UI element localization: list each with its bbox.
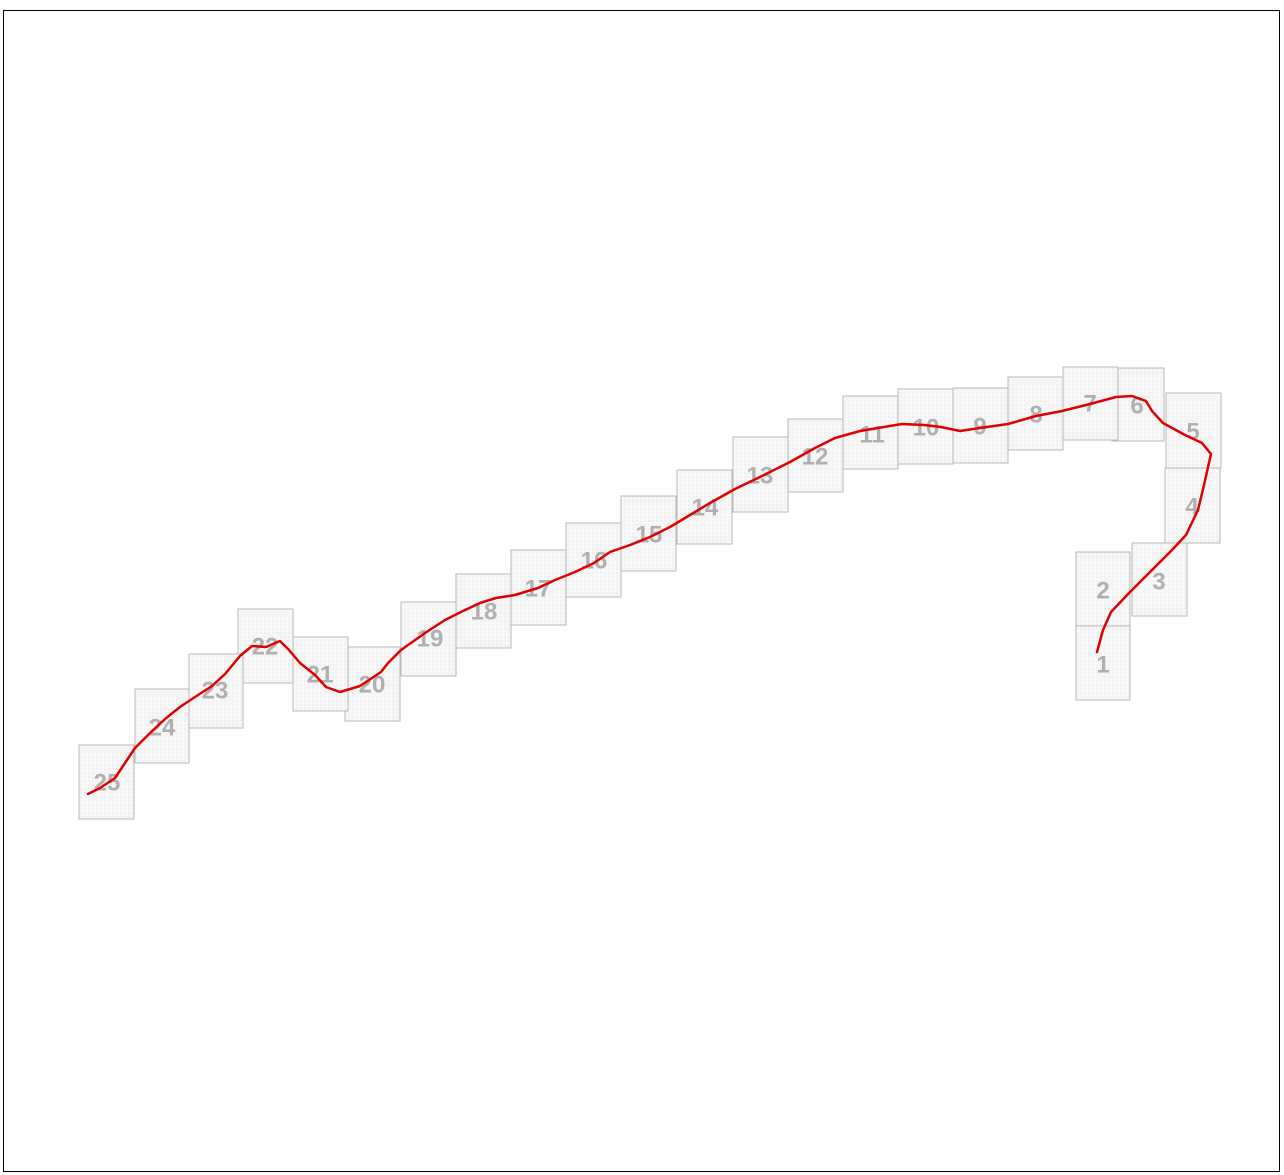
tile-box: [676, 469, 733, 545]
tile-label: 10: [913, 414, 940, 441]
tile-label: 15: [636, 521, 663, 548]
tile-21: [292, 636, 349, 712]
tile-label: 5: [1186, 418, 1199, 445]
tile-box: [787, 418, 844, 493]
tile-12: [787, 418, 844, 493]
tile-box: [292, 636, 349, 712]
tile-box: [134, 688, 190, 764]
tile-box: [1164, 467, 1221, 544]
tile-label: 11: [859, 421, 884, 448]
track-layer: [86, 394, 1213, 796]
tile-label: 2: [1096, 577, 1109, 604]
tile-4: [1164, 467, 1221, 544]
tile-box: [78, 744, 135, 820]
tile-box: [1111, 367, 1165, 442]
tile-6: [1111, 367, 1165, 442]
tile-14: [676, 469, 733, 545]
tile-label: 1: [1096, 651, 1109, 678]
tile-label: 14: [692, 494, 719, 521]
tile-label: 4: [1185, 493, 1199, 520]
tile-24: [134, 688, 190, 764]
tile-label: 24: [149, 714, 176, 741]
tile-box: [1075, 625, 1131, 701]
track-line: [86, 394, 1213, 796]
tile-box: [732, 436, 789, 513]
tile-2: [1075, 551, 1131, 627]
tile-label: 21: [307, 661, 334, 688]
tile-19: [400, 601, 457, 677]
tile-label: 3: [1152, 568, 1165, 595]
tile-25: [78, 744, 135, 820]
tile-13: [732, 436, 789, 513]
tiles-layer: 12 34567891011121314151617181920212223242…: [78, 366, 1222, 820]
tile-box: [1075, 551, 1131, 627]
tile-box: [400, 601, 457, 677]
diagram-frame: [3, 10, 1280, 1172]
tile-1: [1075, 625, 1131, 701]
tile-label: 16: [581, 547, 608, 574]
